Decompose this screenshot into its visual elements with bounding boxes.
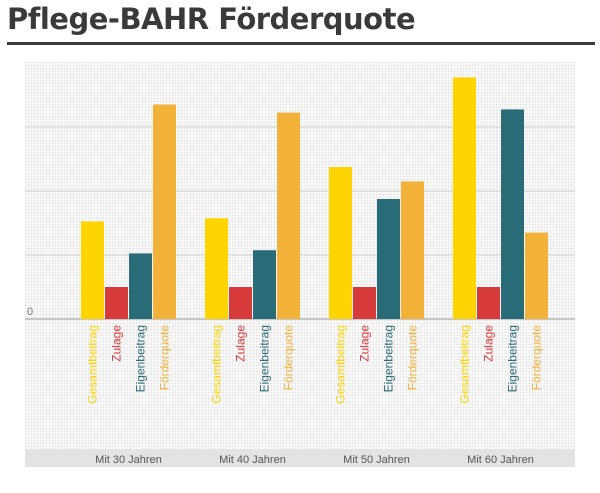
bar-series-label: Zulage <box>482 325 496 362</box>
bar-series-label: Zulage <box>234 325 248 362</box>
category-label: Mit 40 Jahren <box>219 454 286 466</box>
bar-series-label: Zulage <box>358 325 372 362</box>
bar-series-label: Eigenbeitrag <box>258 325 272 392</box>
bar-series-label: Eigenbeitrag <box>134 325 148 392</box>
category-label: Mit 50 Jahren <box>343 454 410 466</box>
title-rule <box>7 42 595 45</box>
bar <box>525 232 548 319</box>
bar-series-label: Förderquote <box>158 325 172 391</box>
bar <box>453 77 476 320</box>
bar <box>129 253 152 319</box>
bar-series-label: Eigenbeitrag <box>382 325 396 392</box>
bar <box>205 218 228 319</box>
bar <box>377 199 400 319</box>
bar-series-label: Zulage <box>110 325 124 362</box>
bar-series-label: Gesamtbeitrag <box>334 325 348 404</box>
bar <box>277 112 300 319</box>
bar <box>501 109 524 320</box>
category-label: Mit 60 Jahren <box>467 454 534 466</box>
category-band <box>25 449 575 467</box>
category-label: Mit 30 Jahren <box>95 454 162 466</box>
bar <box>401 181 424 319</box>
bar <box>153 104 176 319</box>
bar-series-label: Gesamtbeitrag <box>86 325 100 404</box>
y-tick-label: 0 <box>27 306 33 318</box>
bar-series-label: Förderquote <box>530 325 544 391</box>
bar <box>329 167 352 319</box>
bar <box>477 287 500 319</box>
chart-title: Pflege-BAHR Förderquote <box>7 2 416 36</box>
bar-series-label: Gesamtbeitrag <box>458 325 472 404</box>
bar-series-label: Förderquote <box>406 325 420 391</box>
bar <box>353 287 376 319</box>
bar <box>253 250 276 319</box>
bar <box>105 287 128 319</box>
bar-series-label: Gesamtbeitrag <box>210 325 224 404</box>
bar-series-label: Förderquote <box>282 325 296 391</box>
bar-series-label: Eigenbeitrag <box>506 325 520 392</box>
bar <box>81 221 104 319</box>
bar <box>229 287 252 319</box>
